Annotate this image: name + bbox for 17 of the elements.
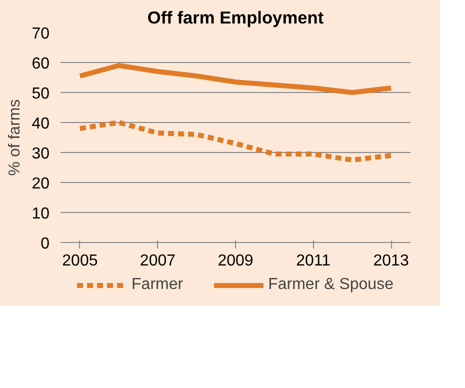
y-axis-title: % of farms (6, 99, 24, 176)
y-tick-label: 50 (32, 86, 50, 102)
y-tick-label: 30 (32, 146, 50, 162)
y-tick-label: 10 (32, 206, 50, 222)
x-tick-label: 2007 (140, 252, 176, 270)
y-tick-label: 70 (32, 26, 50, 42)
y-tick-label: 60 (32, 56, 50, 72)
y-tick-label: 20 (32, 176, 50, 192)
x-tick-label: 2005 (62, 252, 98, 270)
x-tick-label: 2011 (296, 252, 331, 270)
legend-label: Farmer & Spouse (268, 276, 394, 294)
y-tick-label: 40 (32, 116, 50, 132)
x-tick-label: 2013 (373, 252, 409, 270)
x-tick-label: 2009 (218, 252, 254, 270)
chart-title: Off farm Employment (147, 8, 324, 28)
y-tick-label: 0 (40, 236, 50, 252)
legend-label: Farmer (132, 276, 184, 294)
